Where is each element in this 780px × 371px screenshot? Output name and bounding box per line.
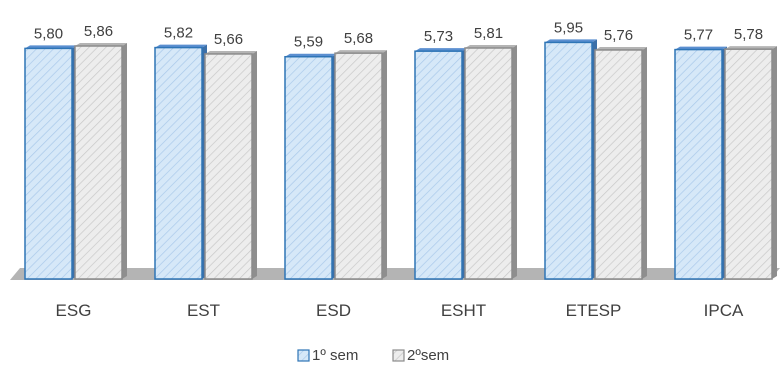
bar-esht-s1 [414,48,467,280]
bars-group [24,39,777,280]
bar-etesp-s1 [544,39,597,280]
value-label-etesp-s2: 5,76 [604,27,633,44]
bar-face [334,52,383,280]
category-label-etesp: ETESP [566,301,622,320]
bar-esg-s1 [24,45,77,280]
value-label-est-s2: 5,66 [214,31,243,48]
category-label-esg: ESG [56,301,92,320]
bar-ipca-s1 [674,46,727,280]
bar-face [544,41,593,280]
bar-side [122,43,127,279]
legend-label-2: 2ºsem [407,347,449,364]
legend-swatch-2 [392,349,405,362]
bar-face [74,45,123,280]
bar-face [674,48,723,280]
category-label-esd: ESD [316,301,351,320]
legend-swatch-1 [297,349,310,362]
value-label-esg-s1: 5,80 [34,25,63,42]
value-labels: 5,80 5,86 5,82 5,66 5,59 5,68 5,73 5,81 5,95 5,76… [34,19,763,50]
bar-face [204,53,253,280]
bar-est-s1 [154,44,207,280]
value-label-esd-s1: 5,59 [294,34,323,51]
bar-side [512,44,517,280]
bar-esd-s1 [284,53,337,280]
bar-face [464,47,513,280]
bar-esht-s2 [464,44,517,280]
bar-side [382,50,387,279]
value-label-esg-s2: 5,86 [84,23,113,40]
bar-side [642,46,647,280]
value-label-esht-s1: 5,73 [424,28,453,45]
value-label-esd-s2: 5,68 [344,30,373,47]
bar-est-s2 [204,50,257,280]
legend-item-2[interactable]: 2ºsem [392,347,449,364]
bar-top [25,45,77,49]
bar-face [594,49,643,280]
bar-side [772,46,777,279]
bar-top [155,44,207,48]
category-label-ipca: IPCA [704,301,744,320]
bar-face [284,55,333,280]
value-label-esht-s2: 5,81 [474,25,503,42]
bar-esd-s2 [334,50,387,280]
legend-item-1[interactable]: 1º sem [297,347,358,364]
value-label-ipca-s1: 5,77 [684,27,713,44]
legend: 1º sem 2ºsem [297,347,449,364]
legend-label-1: 1º sem [312,347,358,364]
bar-top [465,44,517,48]
category-labels: ESG EST ESD ESHT ETESP IPCA [56,301,744,320]
value-label-etesp-s1: 5,95 [554,19,583,36]
bar-esg-s2 [74,43,127,280]
bar-side [252,50,257,280]
category-label-esht: ESHT [441,301,486,320]
bar-ipca-s2 [724,46,777,280]
value-label-est-s1: 5,82 [164,25,193,42]
bar-face [154,46,203,280]
bar-face [724,48,773,280]
bar-face [414,50,463,280]
bar-face [24,47,73,280]
value-label-ipca-s2: 5,78 [734,26,763,43]
bar-top [545,39,597,43]
bar-etesp-s2 [594,46,647,280]
category-label-est: EST [187,301,220,320]
